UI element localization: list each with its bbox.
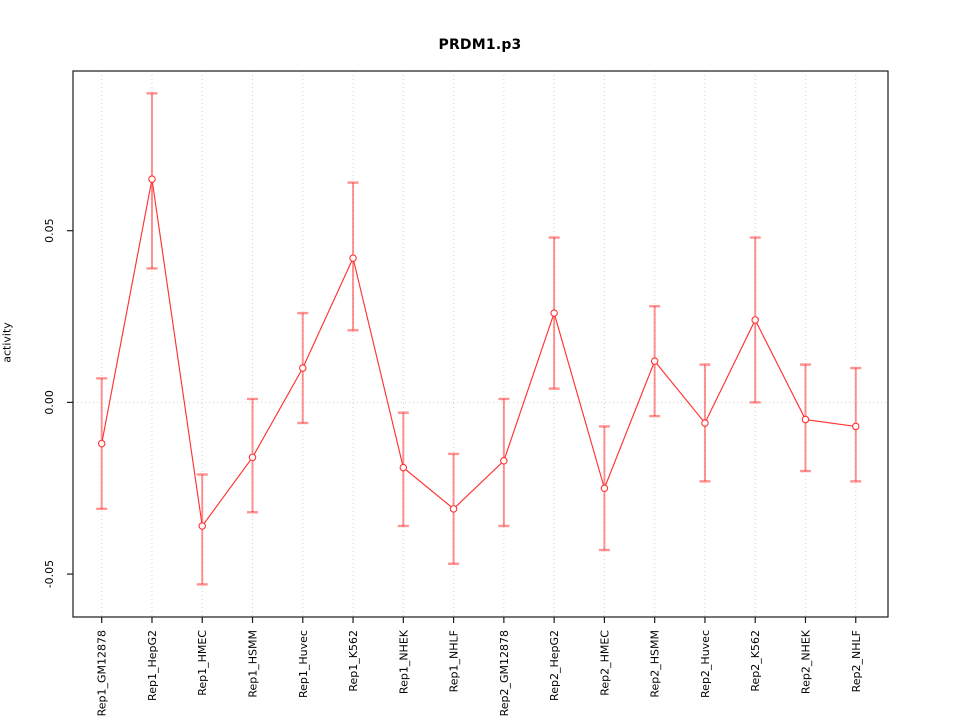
x-tick-label: Rep2_NHEK [799,629,812,694]
x-tick-label: Rep2_HepG2 [548,630,561,701]
data-point [751,316,759,324]
y-tick-label: -0.05 [43,560,56,588]
x-tick-label: Rep2_K562 [749,630,762,692]
plot-frame [72,70,889,618]
data-point [550,309,558,317]
x-tick-label: Rep1_Huvec [297,630,310,698]
data-point [600,484,609,492]
data-point [701,419,709,427]
x-tick-label: Rep1_HMEC [196,630,209,696]
x-tick-label: Rep2_HMEC [598,630,611,696]
x-tick-label: Rep2_GM12878 [498,630,511,716]
x-tick-label: Rep2_NHLF [850,630,863,692]
data-point [500,457,508,465]
chart-title: PRDM1.p3 [438,37,522,53]
data-point [248,453,257,462]
data-point [449,505,458,513]
x-tick-label: Rep1_K562 [347,630,360,692]
x-tick-label: Rep1_HSMM [247,630,260,698]
data-point [349,254,357,262]
x-tick-label: Rep1_NHEK [397,629,410,694]
x-tick-label: Rep1_GM12878 [96,630,109,716]
x-tick-label: Rep1_HepG2 [146,630,159,701]
x-tick-label: Rep2_HSMM [649,630,662,698]
x-tick-label: Rep2_Huvec [699,630,712,698]
data-point [148,175,156,183]
y-tick-label: 0.05 [43,218,56,243]
data-point [399,463,408,472]
data-point [299,364,307,372]
x-tick-label: Rep1_NHLF [448,630,461,692]
series-line [101,179,856,528]
data-point [801,415,810,424]
data-point [97,439,106,448]
y-tick-label: 0.00 [43,390,56,415]
data-point [198,522,206,530]
data-point [851,422,860,431]
data-point [650,357,659,365]
